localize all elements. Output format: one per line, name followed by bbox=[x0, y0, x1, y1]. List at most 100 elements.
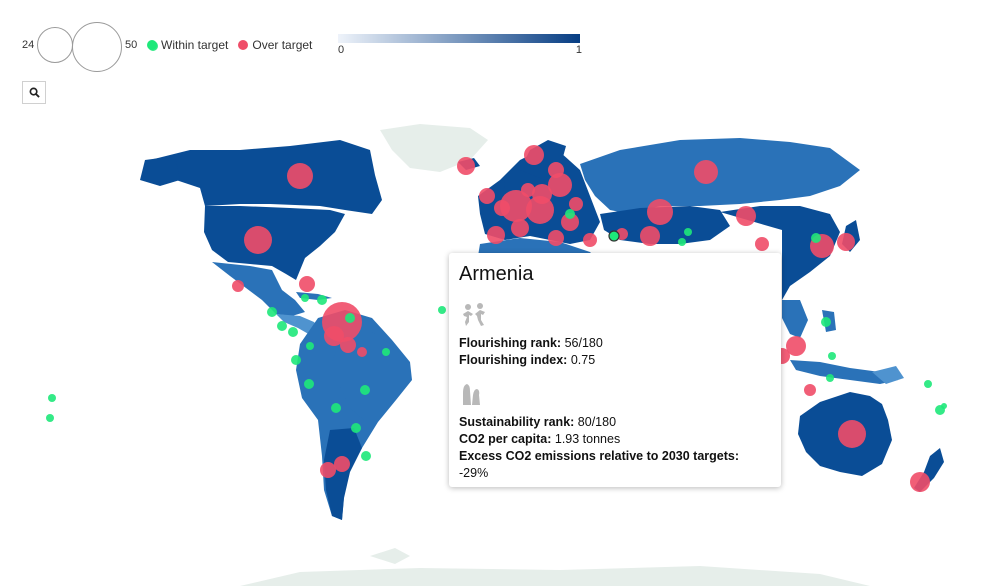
bubble-over-target[interactable] bbox=[569, 197, 583, 211]
bubble-within-target[interactable] bbox=[317, 295, 327, 305]
bubble-within-target[interactable] bbox=[678, 238, 686, 246]
bubble-within-target[interactable] bbox=[821, 317, 831, 327]
category-legend: Within target Over target bbox=[147, 38, 322, 52]
bubble-within-target[interactable] bbox=[684, 228, 692, 236]
bubble-over-target[interactable] bbox=[299, 276, 315, 292]
factory-chimney-icon bbox=[463, 384, 480, 405]
bubble-over-target[interactable] bbox=[521, 183, 535, 197]
country-central-asia[interactable] bbox=[600, 206, 730, 244]
flourishing-index-label: Flourishing index: bbox=[459, 353, 568, 367]
country-canada[interactable] bbox=[150, 140, 382, 214]
people-icon bbox=[463, 303, 485, 326]
country-indonesia[interactable] bbox=[790, 360, 898, 384]
bubble-over-target[interactable] bbox=[804, 384, 816, 396]
region-antarctica-isle bbox=[370, 548, 410, 564]
legend-item-over[interactable]: Over target bbox=[238, 38, 312, 52]
sustainability-rank-label: Sustainability rank: bbox=[459, 415, 575, 429]
flourishing-index-row: Flourishing index: 0.75 bbox=[459, 352, 771, 369]
bubble-within-target[interactable] bbox=[345, 313, 355, 323]
bubble-within-target[interactable] bbox=[438, 306, 446, 314]
bubble-within-target[interactable] bbox=[360, 385, 370, 395]
bubble-within-target[interactable] bbox=[288, 327, 298, 337]
bubble-over-target[interactable] bbox=[910, 472, 930, 492]
bubble-over-target[interactable] bbox=[532, 184, 552, 204]
country-brazil[interactable] bbox=[332, 332, 410, 420]
country-argentina[interactable] bbox=[324, 428, 362, 520]
bubble-within-target[interactable] bbox=[811, 233, 821, 243]
bubble-over-target[interactable] bbox=[640, 226, 660, 246]
search-button[interactable] bbox=[22, 81, 46, 104]
country-png[interactable] bbox=[872, 366, 904, 384]
bubble-within-target[interactable] bbox=[331, 403, 341, 413]
bubble-over-target[interactable] bbox=[500, 190, 532, 222]
bubble-within-target[interactable] bbox=[306, 342, 314, 350]
bubble-over-target[interactable] bbox=[548, 173, 572, 197]
bubble-within-target[interactable] bbox=[361, 451, 371, 461]
bubble-over-target[interactable] bbox=[755, 237, 769, 251]
country-mexico[interactable] bbox=[212, 262, 305, 316]
country-southeast-asia[interactable] bbox=[782, 300, 808, 338]
bubble-over-target[interactable] bbox=[479, 188, 495, 204]
bubble-over-target[interactable] bbox=[340, 337, 356, 353]
bubble-within-target[interactable] bbox=[828, 352, 836, 360]
bubble-over-target[interactable] bbox=[457, 157, 475, 175]
bubble-over-target[interactable] bbox=[526, 196, 554, 224]
bubble-within-target[interactable] bbox=[267, 307, 277, 317]
bubble-within-target[interactable] bbox=[941, 403, 947, 409]
bubble-within-target[interactable] bbox=[48, 394, 56, 402]
bubble-over-target[interactable] bbox=[287, 163, 313, 189]
bubble-over-target[interactable] bbox=[837, 233, 855, 251]
bubble-within-target[interactable] bbox=[291, 355, 301, 365]
bubble-over-target[interactable] bbox=[511, 219, 529, 237]
excess-co2-label: Excess CO2 emissions relative to 2030 ta… bbox=[459, 449, 740, 463]
size-legend: 24 50 bbox=[22, 22, 142, 72]
size-legend-min-label: 24 bbox=[22, 39, 35, 51]
flourishing-rank-value: 56/180 bbox=[564, 336, 603, 350]
co2-per-capita-row: CO2 per capita: 1.93 tonnes bbox=[459, 431, 771, 448]
country-china[interactable] bbox=[720, 206, 840, 300]
bubble-over-target[interactable] bbox=[487, 226, 505, 244]
color-scale-max-label: 1 bbox=[575, 44, 582, 56]
bubble-over-target[interactable] bbox=[524, 145, 544, 165]
bubble-within-target[interactable] bbox=[277, 321, 287, 331]
country-alaska[interactable] bbox=[140, 156, 180, 186]
bubble-over-target[interactable] bbox=[647, 199, 673, 225]
bubble-over-target[interactable] bbox=[548, 230, 564, 246]
bubble-layer[interactable] bbox=[46, 41, 947, 492]
bubble-over-target[interactable] bbox=[736, 206, 756, 226]
color-scale-bar bbox=[338, 34, 580, 43]
size-legend-max-label: 50 bbox=[125, 39, 138, 51]
bubble-over-target[interactable] bbox=[244, 226, 272, 254]
co2-per-capita-value: 1.93 tonnes bbox=[554, 432, 621, 446]
bubble-over-target[interactable] bbox=[357, 347, 367, 357]
region-antarctica bbox=[240, 566, 870, 586]
within-target-swatch bbox=[147, 40, 157, 50]
excess-co2-value: -29% bbox=[459, 466, 489, 480]
bubble-within-target[interactable] bbox=[351, 423, 361, 433]
bubble-over-target[interactable] bbox=[786, 336, 806, 356]
bubble-within-target[interactable] bbox=[826, 374, 834, 382]
bubble-over-target[interactable] bbox=[232, 280, 244, 292]
bubble-over-target[interactable] bbox=[561, 213, 579, 231]
bubble-selected-armenia[interactable] bbox=[608, 230, 620, 242]
bubble-within-target[interactable] bbox=[565, 209, 575, 219]
size-legend-small-circle bbox=[37, 27, 73, 63]
bubble-over-target[interactable] bbox=[334, 456, 350, 472]
bubble-within-target[interactable] bbox=[304, 379, 314, 389]
bubble-over-target[interactable] bbox=[583, 233, 597, 247]
bubble-over-target[interactable] bbox=[324, 326, 344, 346]
country-russia[interactable] bbox=[580, 138, 860, 214]
bubble-within-target[interactable] bbox=[301, 294, 309, 302]
bubble-over-target[interactable] bbox=[494, 200, 510, 216]
legend-label-within: Within target bbox=[161, 38, 229, 52]
search-icon bbox=[29, 87, 40, 98]
country-usa[interactable] bbox=[204, 206, 345, 280]
legend-item-within[interactable]: Within target bbox=[147, 38, 228, 52]
bubble-over-target[interactable] bbox=[320, 462, 336, 478]
bubble-over-target[interactable] bbox=[694, 160, 718, 184]
bubble-within-target[interactable] bbox=[46, 414, 54, 422]
bubble-over-target[interactable] bbox=[838, 420, 866, 448]
bubble-within-target[interactable] bbox=[924, 380, 932, 388]
bubble-within-target[interactable] bbox=[382, 348, 390, 356]
color-scale-min-label: 0 bbox=[338, 44, 345, 56]
